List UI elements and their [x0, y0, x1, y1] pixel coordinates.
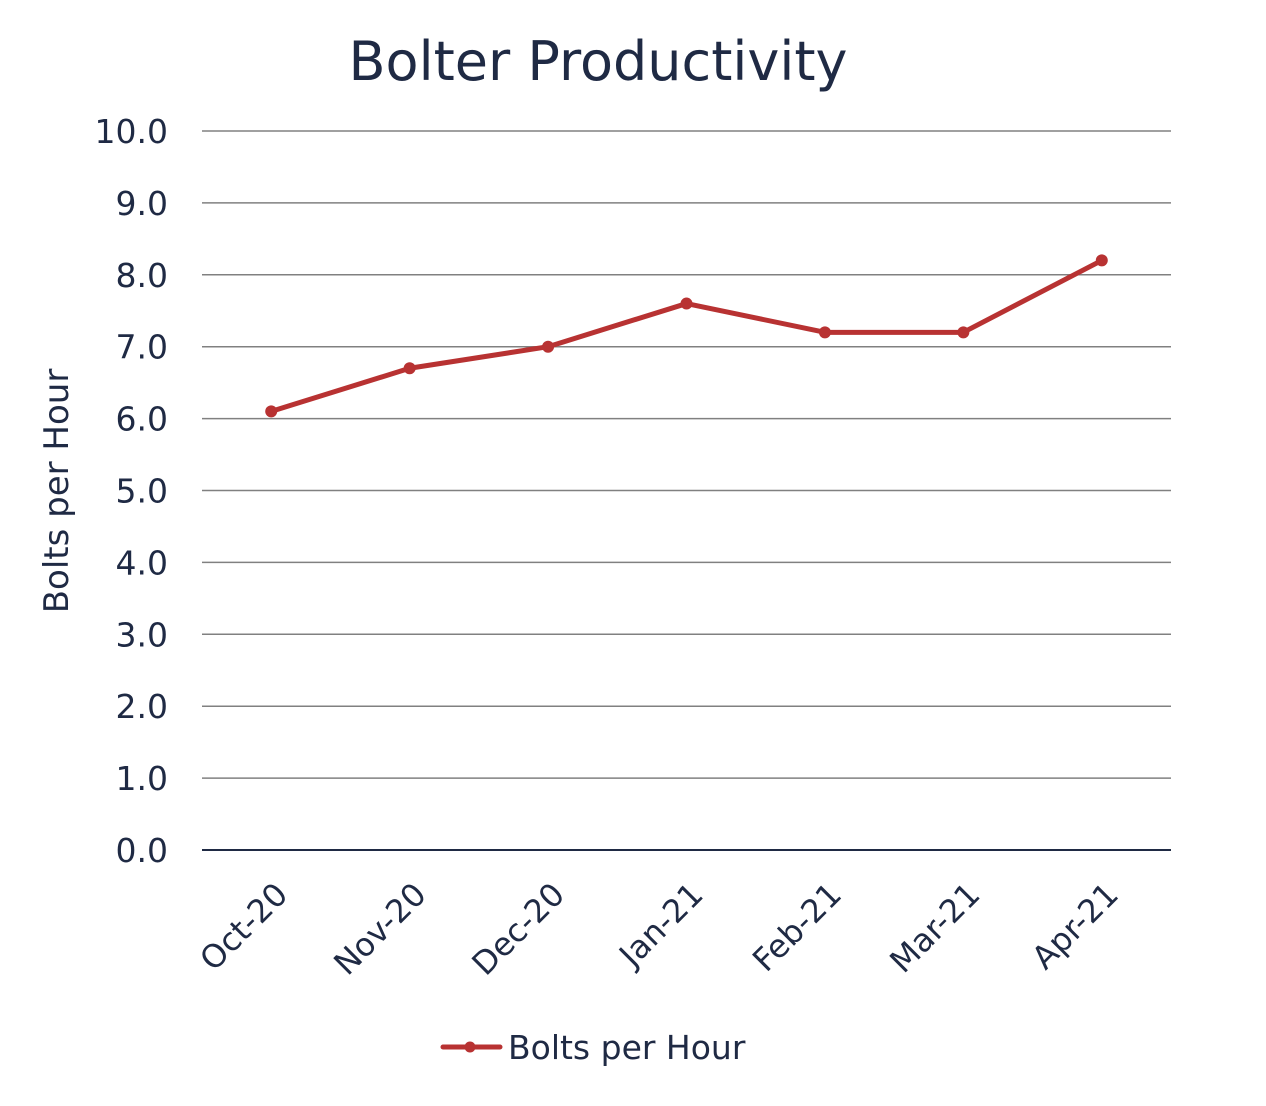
legend-label: Bolts per Hour — [508, 1028, 746, 1067]
y-tick-label: 2.0 — [116, 687, 168, 726]
x-tick-label: Nov-20 — [326, 875, 433, 982]
series-layer — [265, 254, 1108, 418]
x-tick-label: Jan-21 — [610, 875, 710, 975]
data-point — [1095, 254, 1108, 267]
y-tick-label: 8.0 — [116, 256, 168, 295]
gridlines — [202, 130, 1171, 851]
data-point — [403, 362, 416, 375]
y-axis-ticks: 0.0 1.0 2.0 3.0 4.0 5.0 6.0 7.0 8.0 9.0 10.0 — [95, 112, 168, 870]
legend-marker-swatch — [464, 1041, 476, 1053]
x-tick-label: Mar-21 — [882, 875, 987, 980]
data-point — [957, 326, 970, 339]
y-tick-label: 9.0 — [116, 184, 168, 223]
y-tick-label: 1.0 — [116, 759, 168, 798]
x-tick-label: Apr-21 — [1024, 875, 1126, 977]
x-axis-ticks: Oct-20 Nov-20 Dec-20 Jan-21 Feb-21 Mar-21 Apr-… — [192, 875, 1126, 983]
x-tick-label: Dec-20 — [464, 875, 572, 983]
data-point — [542, 340, 555, 353]
data-point — [818, 326, 831, 339]
x-tick-label: Oct-20 — [192, 875, 295, 978]
y-tick-label: 4.0 — [116, 543, 168, 582]
y-tick-label: 6.0 — [116, 400, 168, 439]
y-tick-label: 10.0 — [95, 112, 168, 151]
legend: Bolts per Hour — [440, 1028, 746, 1067]
y-axis-title: Bolts per Hour — [37, 369, 77, 614]
series-line — [268, 257, 1105, 414]
data-point — [680, 297, 693, 310]
data-point — [265, 405, 278, 418]
y-tick-label: 0.0 — [116, 831, 168, 870]
y-tick-label: 3.0 — [116, 615, 168, 654]
y-tick-label: 7.0 — [116, 328, 168, 367]
y-tick-label: 5.0 — [116, 472, 168, 511]
x-tick-label: Feb-21 — [745, 875, 849, 979]
chart-title: Bolter Productivity — [349, 30, 848, 93]
